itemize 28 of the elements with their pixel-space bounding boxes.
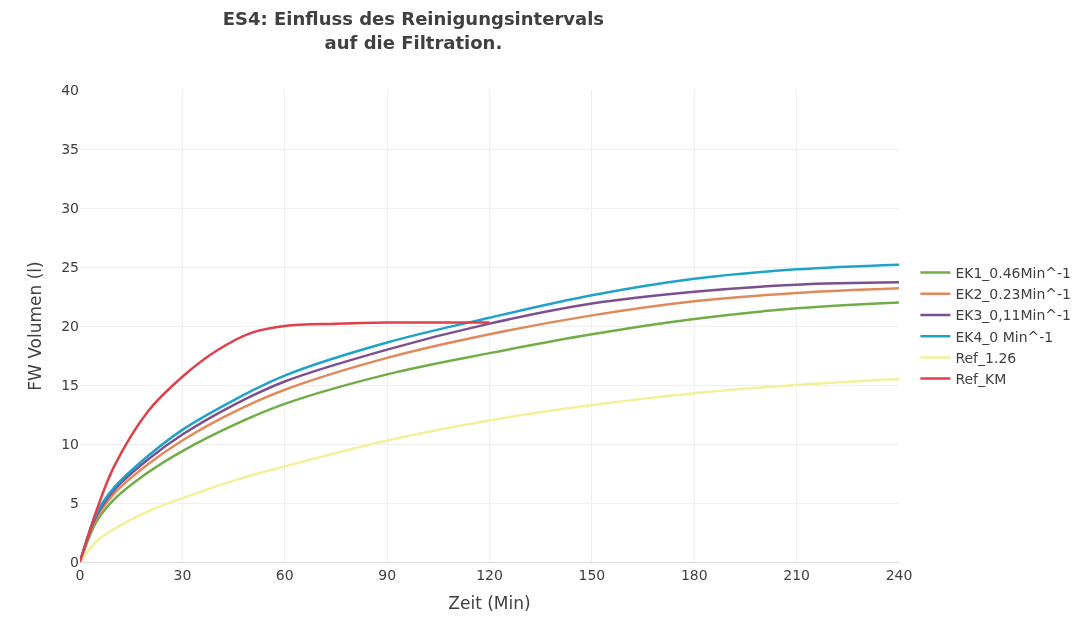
x-tick-label: 60 — [275, 566, 294, 583]
x-tick-label: 90 — [378, 566, 397, 583]
chart-title: ES4: Einfluss des Reinigungsintervals auf die Filtration. — [222, 8, 605, 53]
x-tick-label: 150 — [578, 566, 606, 583]
line-series — [80, 321, 491, 562]
x-tick-label: 30 — [173, 566, 192, 583]
y-axis-title: FW Volumen (l) — [24, 261, 45, 391]
y-tick-label: 40 — [61, 81, 79, 98]
x-tick-label: 180 — [680, 566, 708, 583]
x-tick-label: 240 — [885, 566, 913, 583]
x-tick-label: 120 — [476, 566, 503, 583]
legend-label: Ref_KM — [955, 371, 1007, 388]
x-axis-title: Zeit (Min) — [448, 593, 531, 614]
legend-label: Ref_1.26 — [955, 349, 1017, 366]
x-tick-label: 210 — [783, 566, 810, 583]
y-tick-label: 20 — [61, 317, 79, 334]
legend-label: EK1_0.46Min^-1 — [955, 265, 1072, 282]
y-tick-label: 25 — [61, 258, 79, 275]
y-tick-label: 5 — [70, 494, 79, 511]
y-tick-label: 35 — [61, 140, 79, 157]
legend-label: EK3_0,11Min^-1 — [955, 307, 1072, 324]
line-series — [80, 377, 899, 562]
y-tick-label: 10 — [61, 435, 79, 452]
y-tick-label: 15 — [61, 376, 79, 393]
legend-label: EK2_0.23Min^-1 — [955, 286, 1072, 303]
y-tick-label: 0 — [70, 553, 79, 570]
legend-label: EK4_0 Min^-1 — [955, 328, 1054, 345]
y-tick-label: 30 — [61, 199, 79, 216]
